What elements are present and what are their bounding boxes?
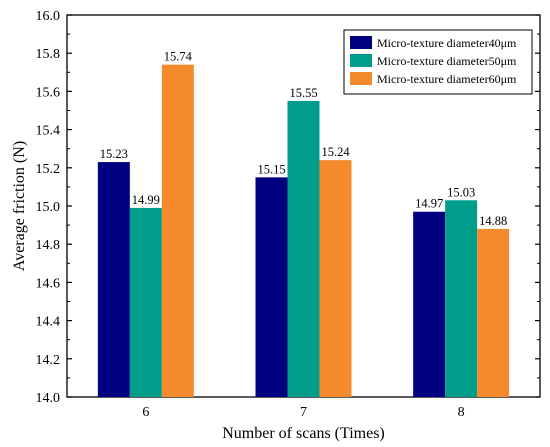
bar — [319, 160, 352, 397]
data-labels: 15.23 14.99 15.74 15.15 15.55 15.24 14.97 15.03… — [100, 50, 507, 228]
legend-entry: Micro-texture diameter40μm — [377, 36, 517, 50]
x-tick-label: 7 — [300, 405, 307, 420]
data-label: 14.99 — [132, 193, 160, 207]
y-tick-label: 15.6 — [36, 85, 61, 100]
bar — [255, 177, 288, 397]
legend-entry: Micro-texture diameter60μm — [377, 72, 517, 86]
data-label: 15.03 — [447, 185, 475, 199]
data-label: 14.88 — [479, 214, 507, 228]
data-label: 15.23 — [100, 147, 128, 161]
y-tick-label: 15.8 — [36, 47, 61, 62]
bar — [445, 200, 478, 397]
y-tick-label: 14.4 — [36, 315, 61, 330]
data-label: 15.74 — [164, 50, 193, 64]
x-axis-title: Number of scans (Times) — [222, 425, 385, 442]
legend-swatch — [350, 54, 372, 67]
legend-swatch — [350, 36, 372, 49]
y-tick-label: 15.4 — [36, 124, 61, 139]
bar — [287, 100, 320, 397]
bar — [161, 64, 194, 397]
y-tick-label: 16.0 — [36, 9, 61, 24]
bars — [97, 64, 510, 397]
bar — [477, 228, 510, 397]
y-tick-label: 15.0 — [36, 200, 61, 215]
bar — [97, 162, 130, 397]
y-tick-label: 15.2 — [36, 162, 61, 177]
data-label: 15.55 — [289, 86, 317, 100]
y-tick-label: 14.0 — [36, 391, 61, 406]
bar — [413, 211, 446, 397]
y-tick-label: 14.6 — [36, 276, 61, 291]
legend: Micro-texture diameter40μm Micro-texture … — [343, 29, 533, 95]
x-tick-label: 6 — [142, 405, 149, 420]
data-label: 14.97 — [415, 197, 443, 211]
y-tick-label: 14.2 — [36, 353, 61, 368]
legend-box — [343, 29, 533, 95]
y-tick-label: 14.8 — [36, 238, 61, 253]
x-tick-label: 8 — [458, 405, 465, 420]
data-label: 15.24 — [321, 145, 350, 159]
bar — [129, 207, 162, 397]
legend-swatch — [350, 72, 372, 85]
y-axis-title: Average friction (N) — [11, 141, 28, 271]
legend-entry: Micro-texture diameter50μm — [377, 54, 517, 68]
data-label: 15.15 — [257, 162, 285, 176]
y-axis: 14.0 14.2 14.4 14.6 14.8 15.0 15.2 15.4 15.6 15.8… — [36, 9, 540, 406]
